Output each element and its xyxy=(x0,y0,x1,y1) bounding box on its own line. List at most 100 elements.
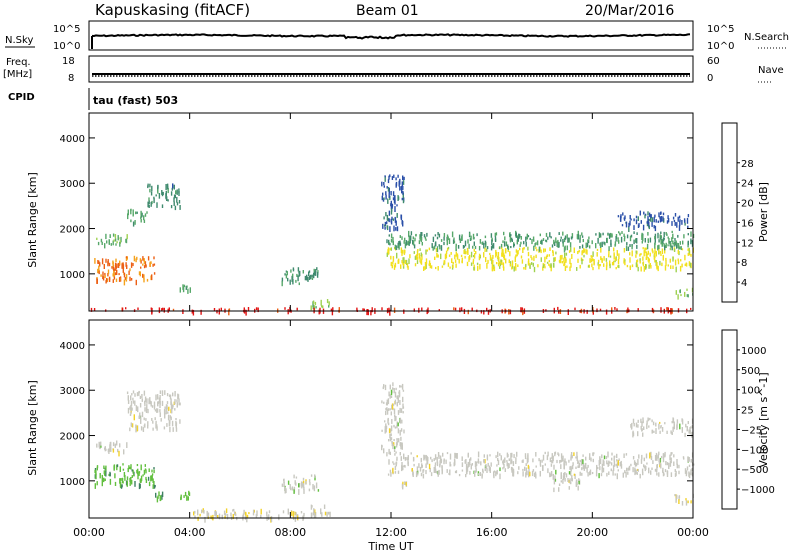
data-gate-r3 xyxy=(112,265,115,270)
data-gate-r8 xyxy=(663,454,665,458)
data-gate-r8 xyxy=(562,241,564,247)
data-gate-r9 xyxy=(391,203,394,207)
data-gate-r7 xyxy=(600,256,602,261)
data-gate-r2 xyxy=(153,484,156,489)
data-gate-r7 xyxy=(543,248,545,253)
data-gate-r8 xyxy=(420,457,422,463)
data-gate-r12 xyxy=(676,419,679,424)
data-gate-r3 xyxy=(153,263,156,266)
data-gate-r9 xyxy=(403,176,405,180)
data-gate-r12 xyxy=(651,307,654,313)
station-title: Kapuskasing (fitACF) xyxy=(95,1,250,19)
data-gate-r4 xyxy=(183,284,186,288)
data-gate-r12 xyxy=(522,309,524,316)
data-gate-r1 xyxy=(166,393,169,397)
data-gate-r8 xyxy=(657,245,659,251)
data-gate-r8 xyxy=(570,471,572,476)
data-gate-r7 xyxy=(511,266,513,270)
data-gate-r12 xyxy=(426,309,428,315)
data-gate-r0 xyxy=(96,443,98,448)
data-gate-r8 xyxy=(541,239,543,245)
data-gate-r7 xyxy=(613,253,615,260)
data-gate-r8 xyxy=(646,462,648,465)
data-gate-r8 xyxy=(504,236,506,241)
data-gate-r11 xyxy=(684,291,686,297)
data-gate-r7 xyxy=(609,255,612,258)
data-gate-r7 xyxy=(590,255,592,258)
data-gate-r7 xyxy=(484,247,486,252)
data-gate-r5 xyxy=(287,277,289,282)
data-gate-r8 xyxy=(511,467,513,473)
colorbar-tick-label-7: −1000 xyxy=(741,485,775,496)
data-gate-r5 xyxy=(287,480,290,485)
data-gate-r2 xyxy=(95,473,97,480)
data-gate-r12 xyxy=(655,428,657,434)
data-gate-r1 xyxy=(171,420,174,427)
data-gate-r1 xyxy=(172,404,174,408)
data-gate-r7 xyxy=(529,264,531,269)
data-gate-r8 xyxy=(633,460,636,465)
data-gate-r8 xyxy=(472,245,474,249)
data-gate-r5 xyxy=(314,474,316,478)
y-tick-label-0: 1000 xyxy=(60,270,85,281)
data-gate-r1 xyxy=(135,424,137,428)
data-gate-r2 xyxy=(108,473,110,476)
data-gate-r12 xyxy=(287,309,289,315)
data-gate-r0 xyxy=(98,441,100,448)
data-gate-r2 xyxy=(119,481,122,487)
data-gate-r7 xyxy=(648,258,650,262)
data-gate-r8 xyxy=(576,234,579,239)
data-gate-r1 xyxy=(147,421,149,426)
data-gate-r7 xyxy=(458,258,460,264)
data-gate-r5 xyxy=(295,279,297,283)
data-gate-r2 xyxy=(122,463,124,466)
data-gate-r8 xyxy=(606,460,608,465)
data-gate-r3 xyxy=(125,279,128,282)
data-gate-r2 xyxy=(116,464,118,471)
data-gate-r8 xyxy=(690,231,692,237)
data-gate-r8 xyxy=(560,453,563,459)
data-gate-r6 xyxy=(326,511,328,517)
data-gate-r9 xyxy=(390,210,393,215)
data-gate-r7 xyxy=(468,256,470,262)
data-gate-r8 xyxy=(408,240,410,246)
data-gate-r7 xyxy=(550,265,552,272)
data-gate-r3 xyxy=(118,273,120,276)
data-gate-r8 xyxy=(656,455,658,460)
data-gate-r1 xyxy=(141,411,144,418)
data-gate-r1 xyxy=(130,422,132,427)
data-gate-r8 xyxy=(388,459,390,465)
data-gate-r2 xyxy=(140,478,142,483)
data-gate-r1 xyxy=(129,427,131,432)
data-gate-r8 xyxy=(438,244,440,247)
data-gate-r8 xyxy=(393,462,395,466)
data-gate-r12 xyxy=(121,307,124,312)
data-gate-r8 xyxy=(599,466,601,471)
data-gate-r3 xyxy=(129,268,131,272)
data-gate-r3 xyxy=(143,274,145,280)
data-gate-r8 xyxy=(494,236,497,241)
data-gate-r9 xyxy=(399,429,401,436)
data-gate-r7 xyxy=(624,261,626,266)
data-gate-r5 xyxy=(308,479,311,483)
y-tick-label-2: 3000 xyxy=(60,179,85,190)
data-gate-r5 xyxy=(303,489,305,494)
data-gate-r7 xyxy=(561,260,563,264)
data-gate-r7 xyxy=(403,257,405,264)
data-gate-r9 xyxy=(384,175,386,178)
data-gate-r9 xyxy=(386,225,388,229)
data-gate-r7 xyxy=(232,514,234,520)
data-gate-r12 xyxy=(691,425,694,429)
data-gate-r3 xyxy=(97,268,99,274)
data-gate-r8 xyxy=(678,245,680,250)
data-gate-r7 xyxy=(486,248,488,252)
data-gate-r8 xyxy=(477,458,480,462)
data-gate-r5 xyxy=(284,489,286,493)
data-gate-r6 xyxy=(312,300,315,304)
data-gate-r0 xyxy=(101,241,103,245)
data-gate-r9 xyxy=(401,442,403,445)
data-gate-r8 xyxy=(470,235,472,241)
